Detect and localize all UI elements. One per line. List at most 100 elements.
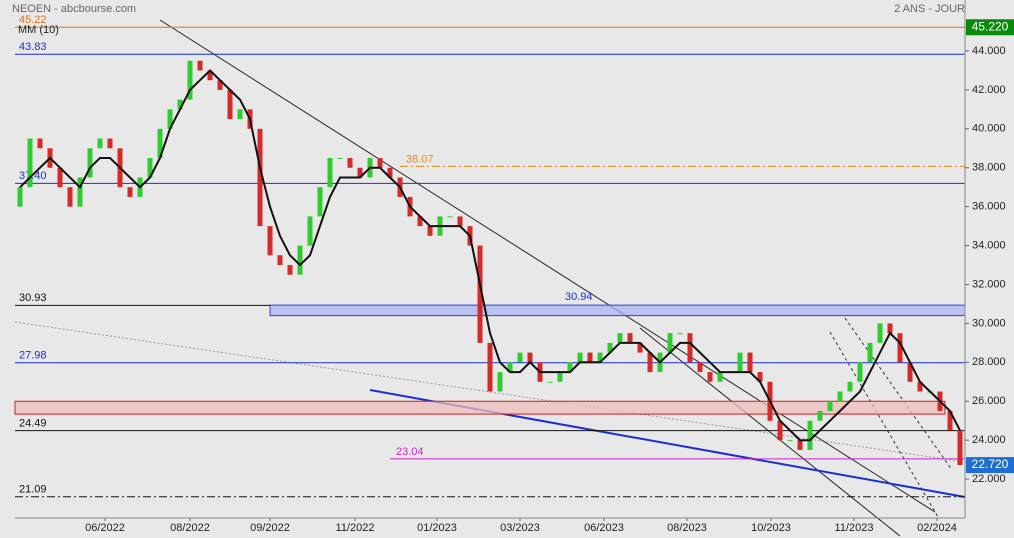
x-tick-label: 01/2023 xyxy=(417,522,457,534)
level-label: 38.07 xyxy=(406,153,434,165)
candle-body xyxy=(167,109,173,129)
candle-body xyxy=(577,352,583,363)
zone xyxy=(14,400,946,415)
candle-body xyxy=(487,342,493,392)
candle-body xyxy=(717,372,723,382)
candle-body xyxy=(847,381,853,392)
moving-average xyxy=(19,69,961,442)
candle-body xyxy=(67,187,73,207)
candle-body xyxy=(157,128,163,159)
candle-body xyxy=(707,372,713,382)
candle-body xyxy=(837,391,843,402)
candle-body xyxy=(777,420,783,441)
candle-body xyxy=(457,216,463,227)
x-tick-label: 03/2023 xyxy=(500,522,540,534)
chart-title: NEOEN - abcbourse.com xyxy=(12,3,136,15)
candle-body xyxy=(507,362,513,373)
candle-body xyxy=(857,362,863,382)
candle-body xyxy=(267,226,273,256)
candle-body xyxy=(757,372,763,382)
x-tick-label: 09/2022 xyxy=(250,522,290,534)
y-tick-label: 36.000 xyxy=(972,201,1006,213)
x-tick-label: 02/2024 xyxy=(917,522,957,534)
candle-body xyxy=(297,245,303,275)
candle-body xyxy=(277,255,283,266)
candle-body xyxy=(207,70,213,81)
price-box xyxy=(966,19,1014,36)
candle-body xyxy=(637,342,643,353)
candle-body xyxy=(947,410,953,431)
candle-body xyxy=(697,362,703,373)
candle-body xyxy=(667,333,673,353)
candle-body xyxy=(127,187,133,197)
candle-body xyxy=(567,362,573,373)
candle-body xyxy=(427,226,433,236)
candle-body xyxy=(497,372,503,392)
y-tick-label: 30.000 xyxy=(972,317,1006,329)
candle-body xyxy=(447,216,453,218)
y-tick-label: 40.000 xyxy=(972,123,1006,135)
y-tick-label: 24.000 xyxy=(972,434,1006,446)
candle-body xyxy=(587,352,593,363)
trendline xyxy=(14,321,966,463)
y-tick-label: 26.000 xyxy=(972,395,1006,407)
x-tick-label: 08/2022 xyxy=(170,522,210,534)
trendlines xyxy=(14,19,966,537)
candle-body xyxy=(747,352,753,373)
candle-body xyxy=(217,80,223,90)
candle-body xyxy=(147,158,153,178)
x-tick-label: 10/2023 xyxy=(751,522,791,534)
candle-body xyxy=(557,372,563,382)
candle-body xyxy=(387,167,393,178)
y-tick-label: 42.000 xyxy=(972,84,1006,96)
candle-body xyxy=(187,60,193,100)
candle-body xyxy=(97,138,103,149)
ma-legend: MM (10) xyxy=(18,24,59,36)
candle-body xyxy=(547,381,553,383)
candle-body xyxy=(917,381,923,392)
candle-body xyxy=(607,342,613,353)
level-label: 37.40 xyxy=(19,170,47,182)
candle-body xyxy=(907,362,913,382)
candle-body xyxy=(797,440,803,450)
zone xyxy=(269,304,966,317)
level-label: 30.93 xyxy=(19,292,47,304)
candle-body xyxy=(257,128,263,227)
candle-body xyxy=(817,410,823,421)
candle-body xyxy=(317,187,323,217)
candle-body xyxy=(677,333,683,335)
x-tick-label: 11/2023 xyxy=(835,522,874,534)
candle-body xyxy=(87,148,93,178)
candle-body xyxy=(787,440,793,442)
price-box xyxy=(966,457,1014,474)
candle-body xyxy=(827,401,833,411)
candle-body xyxy=(477,245,483,343)
price-box-label: 45.220 xyxy=(972,19,1009,33)
level-label: 21.09 xyxy=(19,484,47,496)
level-label: 27.98 xyxy=(19,350,47,362)
y-tick-label: 34.000 xyxy=(972,239,1006,251)
candle-body xyxy=(417,216,423,227)
candle-body xyxy=(337,158,343,160)
candle-body xyxy=(887,323,893,334)
candle-body xyxy=(897,333,903,363)
level-label: 43.83 xyxy=(19,41,47,53)
candle-body xyxy=(647,352,653,373)
candle-body xyxy=(627,333,633,343)
y-tick-label: 22.000 xyxy=(972,473,1006,485)
y-tick-label: 28.000 xyxy=(972,356,1006,368)
y-tick-label: 44.000 xyxy=(972,45,1006,57)
candle-body xyxy=(957,430,963,466)
x-tick-label: 08/2023 xyxy=(667,522,707,534)
candle-body xyxy=(737,352,743,373)
candle-body xyxy=(867,342,873,363)
candle-body xyxy=(807,420,813,450)
level-label: 24.49 xyxy=(19,418,47,430)
candle-body xyxy=(357,167,363,178)
candle-body xyxy=(107,138,113,149)
chart-subtitle: 2 ANS - JOUR xyxy=(894,3,965,15)
candle-body xyxy=(197,60,203,71)
price-box-label: 22.720 xyxy=(972,457,1009,471)
